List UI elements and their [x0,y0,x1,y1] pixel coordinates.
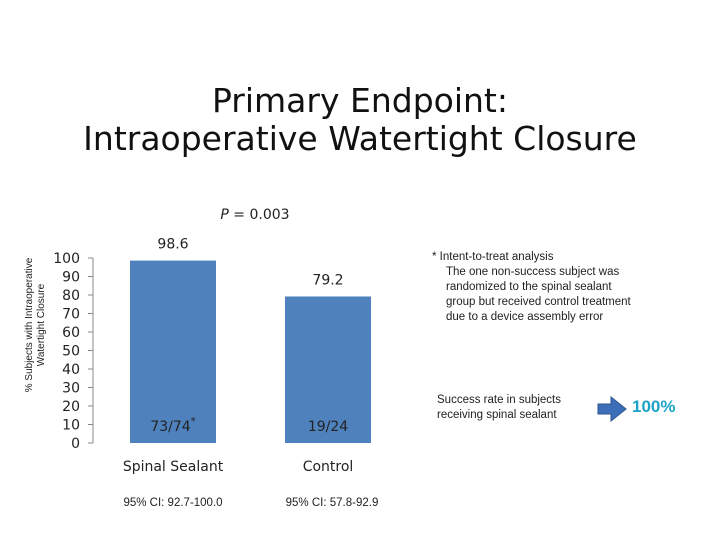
footnote-line-5: due to a device assembly error [446,311,604,323]
bar [130,260,216,443]
bar [285,296,371,443]
page-title: Primary Endpoint: Intraoperative Waterti… [0,82,720,158]
y-tick-label: 70 [62,307,80,323]
y-tick-label: 10 [62,418,80,434]
title-line-2: Intraoperative Watertight Closure [83,119,637,158]
ci-control: 95% CI: 57.8-92.9 [285,497,379,509]
p-value: P = 0.003 [210,207,300,223]
data-label: 79.2 [312,272,343,288]
count-label: 73/74* [150,416,195,435]
x-category-label: Spinal Sealant [123,459,224,475]
p-value-text: = 0.003 [228,207,290,223]
y-tick-label: 50 [62,344,80,360]
y-tick-label: 0 [71,436,80,452]
y-tick-label: 60 [62,325,80,341]
success-rate-note: Success rate in subjects receiving spina… [437,393,597,423]
y-tick-label: 40 [62,362,80,378]
y-tick-label: 20 [62,399,80,415]
data-label: 98.6 [157,237,188,253]
y-tick-label: 80 [62,288,80,304]
y-tick-label: 100 [53,251,80,267]
p-value-label: P [220,207,229,223]
success-line-2: receiving spinal sealant [437,409,557,421]
footnote-line-4: group but received control treatment [446,296,631,308]
x-category-label: Control [303,459,354,475]
right-arrow-icon [597,396,627,422]
footnote-line-3: randomized to the spinal sealant [446,281,612,293]
y-tick-label: 90 [62,270,80,286]
ci-spinal-sealant: 95% CI: 92.7-100.0 [123,497,223,509]
success-rate-value: 100% [632,397,676,416]
footnote-marker: * [191,416,196,427]
title-line-1: Primary Endpoint: [211,81,508,120]
footnote-line-1: * Intent-to-treat analysis [432,251,554,263]
footnote: * Intent-to-treat analysis The one non-s… [432,250,672,325]
success-line-1: Success rate in subjects [437,394,562,406]
footnote-line-2: The one non-success subject was [446,266,620,278]
y-tick-label: 30 [62,381,80,397]
count-label: 19/24 [308,419,348,435]
